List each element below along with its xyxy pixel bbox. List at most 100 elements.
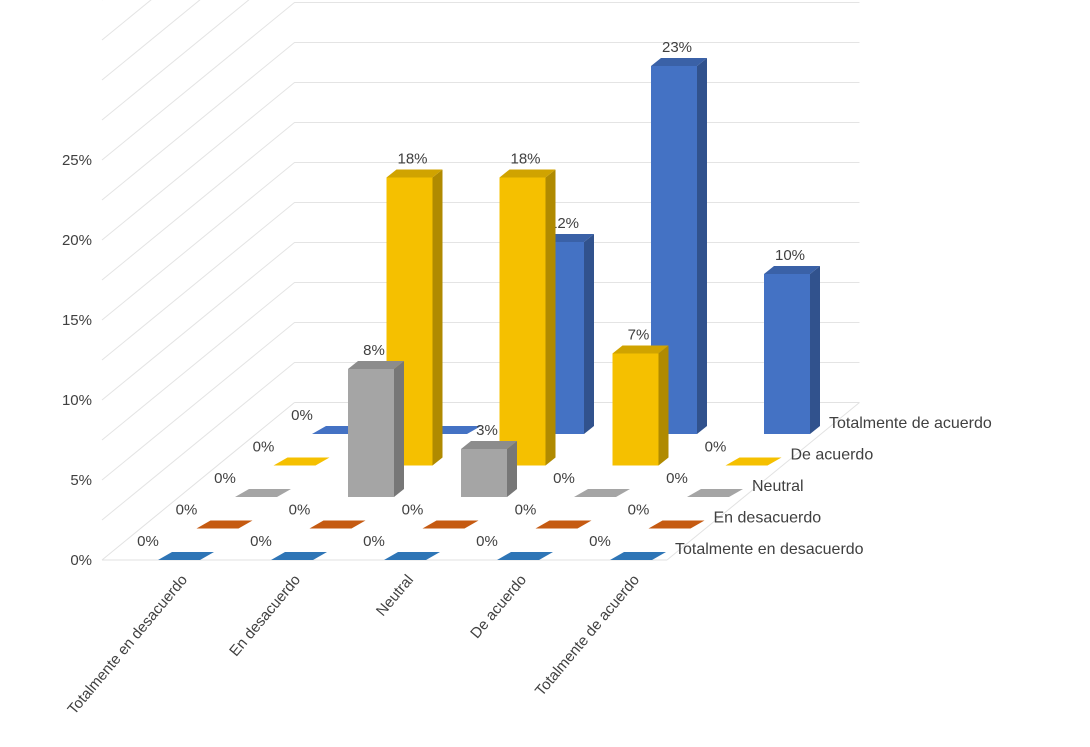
bar-zero-tile	[273, 457, 330, 466]
bar-front	[461, 449, 507, 497]
y-axis-tick-labels: 0% 5% 10% 15% 20% 25%	[62, 152, 92, 569]
data-label: 0%	[291, 407, 313, 424]
bar: 0%	[666, 470, 743, 497]
bar-side	[584, 234, 594, 434]
data-label: 0%	[515, 502, 537, 519]
data-label: 0%	[137, 533, 159, 550]
bar: 0%	[363, 533, 440, 560]
gridline	[101, 82, 860, 241]
bar-zero-tile	[648, 520, 705, 529]
bar-top	[386, 169, 443, 178]
bar-zero-tile	[309, 520, 366, 529]
bar: 0%	[137, 533, 214, 560]
category-axis-label: De acuerdo	[467, 572, 530, 642]
y-tick-label: 25%	[62, 152, 92, 169]
bar-front	[612, 353, 659, 466]
bar: 7%	[612, 327, 669, 466]
bar: 0%	[589, 533, 666, 560]
bar: 0%	[515, 502, 592, 529]
data-label: 0%	[289, 502, 311, 519]
bars: 0% 0% 12% 23% 10% 0% 18% 18% 7% 0% 0% 8% 3% 0% 0% 0% 0% 0…	[137, 39, 820, 560]
data-label: 0%	[250, 533, 272, 550]
bar-side	[697, 58, 707, 434]
data-label: 0%	[705, 439, 727, 456]
data-label: 8%	[363, 342, 385, 359]
data-label: 18%	[397, 151, 427, 168]
bar: 0%	[476, 533, 553, 560]
series-axis-label: En desacuerdo	[714, 510, 822, 527]
bar-front	[348, 369, 394, 497]
gridline	[101, 0, 201, 81]
bar-front	[499, 177, 546, 466]
data-label: 0%	[402, 502, 424, 519]
bar-zero-tile	[384, 552, 440, 560]
category-axis-label: Totalmente en desacuerdo	[64, 572, 191, 718]
bar: 0%	[705, 439, 782, 466]
bar-zero-tile	[158, 552, 214, 560]
side-wall-floor-edge	[101, 402, 295, 561]
bar: 18%	[499, 151, 556, 466]
gridlines	[101, 0, 860, 521]
series-axis-label: Totalmente en desacuerdo	[675, 541, 864, 558]
data-label: 0%	[214, 470, 236, 487]
gridline	[101, 122, 860, 281]
bar-zero-tile	[235, 489, 291, 497]
data-label: 7%	[628, 327, 650, 344]
bar-zero-tile	[535, 520, 592, 529]
bar: 0%	[214, 470, 291, 497]
bar-zero-tile	[422, 520, 479, 529]
data-label: 12%	[549, 215, 579, 232]
bar-top	[612, 345, 669, 354]
data-label: 3%	[476, 422, 498, 439]
data-label: 0%	[253, 439, 275, 456]
gridline	[101, 162, 860, 321]
bar-top	[348, 361, 404, 369]
data-label: 0%	[476, 533, 498, 550]
floor-right-edge	[666, 402, 860, 561]
bar-top	[764, 266, 820, 274]
bar-zero-tile	[725, 457, 782, 466]
bar-zero-tile	[271, 552, 327, 560]
bar: 3%	[461, 422, 517, 497]
bar-zero-tile	[687, 489, 743, 497]
bar: 0%	[250, 533, 327, 560]
data-label: 18%	[510, 151, 540, 168]
series-axis-labels: Totalmente en desacuerdo En desacuerdo Neu…	[675, 415, 992, 558]
gridline	[101, 42, 860, 201]
category-axis-label: En desacuerdo	[226, 572, 304, 660]
gridline	[101, 242, 860, 401]
y-tick-label: 15%	[62, 312, 92, 329]
series-axis-label: Totalmente de acuerdo	[829, 415, 992, 432]
y-tick-label: 0%	[70, 552, 92, 569]
data-label: 0%	[589, 533, 611, 550]
series-axis-label: De acuerdo	[791, 447, 874, 464]
data-label: 0%	[666, 470, 688, 487]
bar-zero-tile	[497, 552, 553, 560]
bar: 8%	[348, 342, 404, 497]
gridline	[101, 2, 860, 161]
bar: 10%	[764, 247, 820, 434]
bar-top	[499, 169, 556, 178]
bar: 0%	[402, 502, 479, 529]
bar-side	[432, 169, 443, 466]
gridline	[101, 0, 152, 41]
bar: 0%	[253, 439, 330, 466]
bar: 0%	[628, 502, 705, 529]
bar-front	[764, 274, 810, 434]
data-label: 10%	[775, 247, 805, 264]
bar-zero-tile	[610, 552, 666, 560]
gridline	[101, 0, 250, 121]
category-axis-labels: Totalmente en desacuerdo En desacuerdo Neu…	[64, 572, 643, 718]
bar-side	[810, 266, 820, 434]
bar-top	[651, 58, 707, 66]
data-label: 0%	[363, 533, 385, 550]
bar-side	[507, 441, 517, 497]
data-label: 0%	[176, 502, 198, 519]
y-tick-label: 10%	[62, 392, 92, 409]
bar-side	[658, 345, 669, 466]
bar-side	[394, 361, 404, 497]
category-axis-label: Totalmente de acuerdo	[532, 572, 643, 700]
y-tick-label: 5%	[70, 472, 92, 489]
gridline	[101, 282, 860, 441]
